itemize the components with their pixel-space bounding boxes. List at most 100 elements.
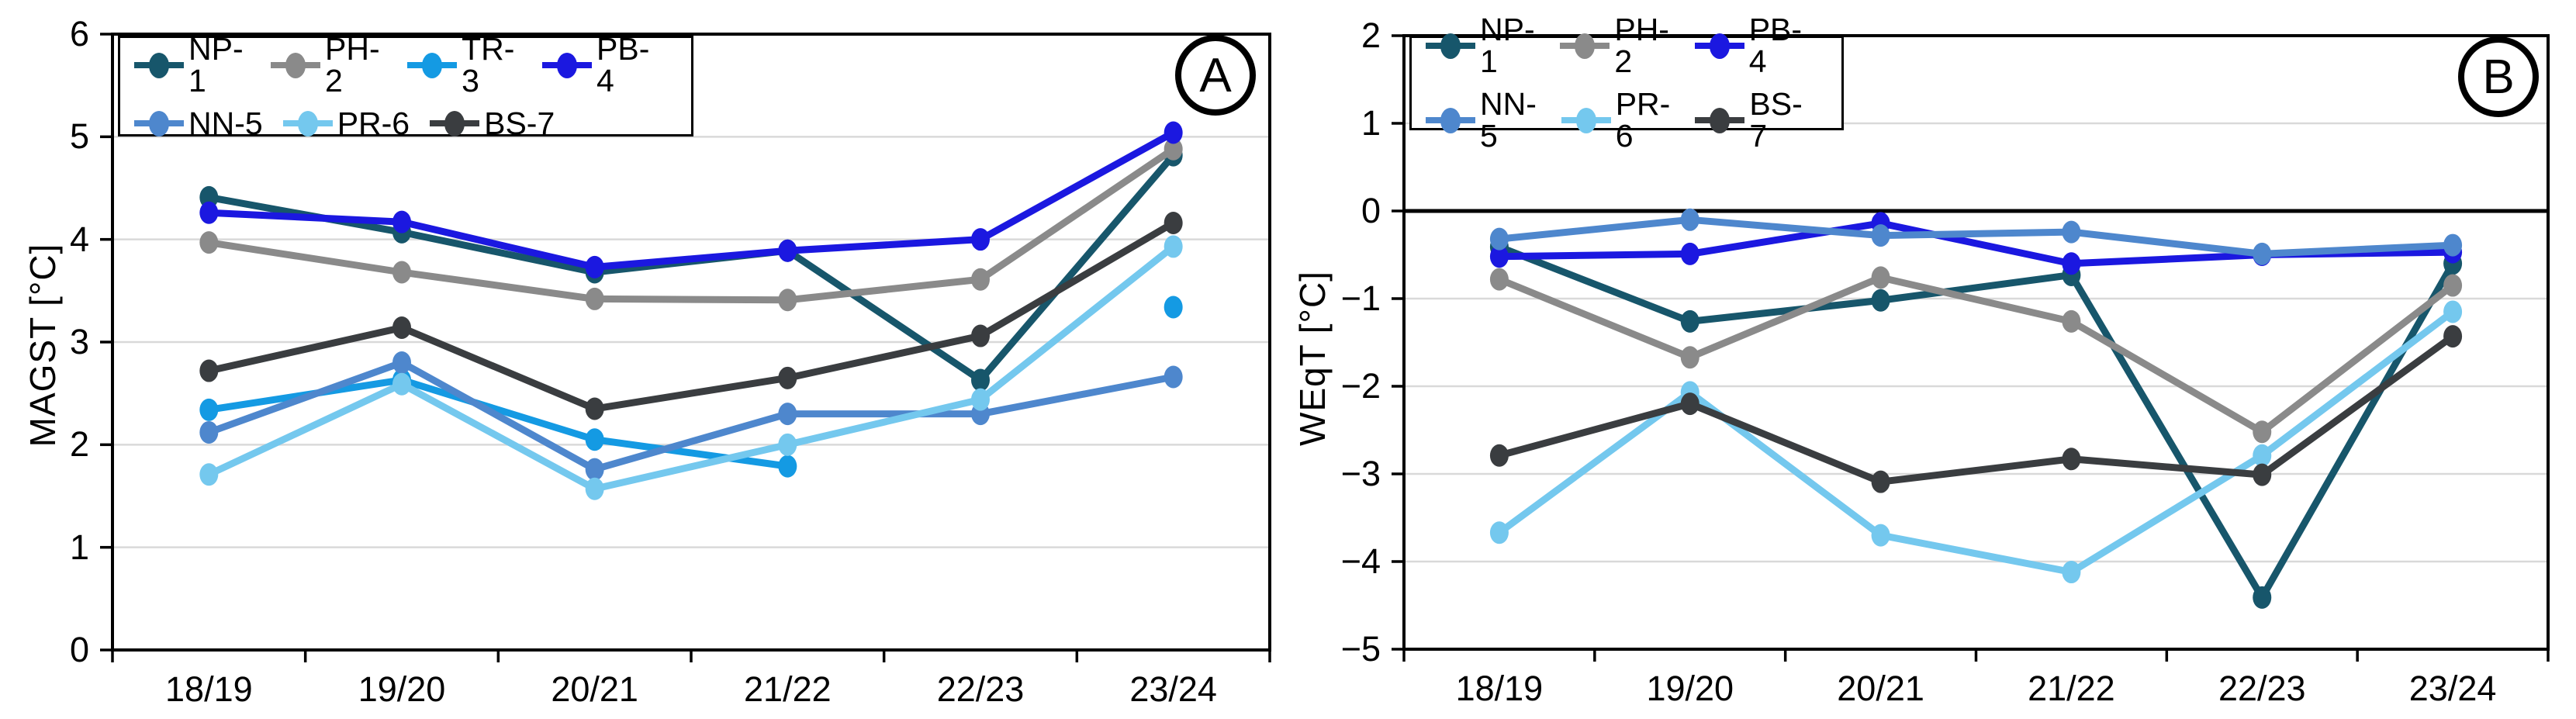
- data-point-NP-1: [1680, 309, 1699, 333]
- data-point-NN-5: [1680, 208, 1699, 231]
- legend-label: PH-2: [1614, 12, 1669, 79]
- legend-item-PB-4: PB-4: [1694, 12, 1807, 79]
- legend-chart-a: NP-1 PH-2 TR-3 PB-4 NN-5 PR-6 BS-7: [118, 33, 693, 141]
- data-point-PR-6: [1164, 235, 1183, 258]
- y-tick-label: 1: [69, 527, 89, 567]
- x-tick-label: 19/20: [1646, 669, 1734, 708]
- legend-row: NN-5 PR-6 BS-7: [134, 105, 677, 141]
- data-point-PB-4: [1164, 121, 1183, 144]
- legend-marker-icon: [1560, 33, 1610, 59]
- legend-label: NP-1: [1480, 12, 1535, 79]
- data-point-PB-4: [585, 255, 604, 278]
- data-point-PB-4: [199, 201, 219, 224]
- x-tick-label: 20/21: [551, 669, 638, 709]
- data-point-TR-3: [1164, 296, 1183, 319]
- data-point-TR-3: [199, 398, 219, 421]
- legend-marker-icon: [282, 110, 333, 137]
- data-point-BS-7: [971, 324, 990, 347]
- data-point-PB-4: [1680, 242, 1699, 265]
- data-point-PH-2: [1164, 137, 1183, 161]
- legend-row: NP-1 PH-2 TR-3 PB-4: [134, 33, 677, 97]
- legend-label: PR-6: [337, 105, 410, 141]
- legend-item-PH-2: PH-2: [271, 33, 387, 97]
- data-point-BS-7: [1164, 211, 1183, 234]
- legend-label: NP-1: [188, 30, 244, 99]
- data-point-TR-3: [778, 455, 797, 478]
- y-tick-label: −2: [1340, 366, 1381, 406]
- data-point-BS-7: [2253, 463, 2272, 486]
- legend-marker-icon: [542, 52, 593, 78]
- y-tick-label: 4: [69, 219, 89, 259]
- data-point-PR-6: [199, 463, 219, 486]
- series-line-NP-1: [1495, 243, 2457, 601]
- data-point-PR-6: [585, 477, 604, 500]
- data-point-NP-1: [199, 185, 219, 209]
- data-point-NN-5: [1164, 365, 1183, 389]
- data-point-BS-7: [392, 316, 411, 339]
- data-point-PH-2: [1680, 346, 1699, 369]
- y-tick-label: −4: [1340, 541, 1381, 581]
- data-point-BS-7: [2062, 448, 2081, 471]
- y-tick-label: 2: [1361, 16, 1381, 55]
- legend-item-BS-7: BS-7: [430, 107, 555, 140]
- x-tick-label: 18/19: [165, 669, 253, 709]
- legend-item-PR-6: PR-6: [1561, 88, 1675, 152]
- data-point-PR-6: [392, 372, 411, 396]
- legend-item-NP-1: NP-1: [1426, 14, 1540, 78]
- data-point-PH-2: [1871, 266, 1890, 289]
- x-tick-label: 18/19: [1455, 669, 1544, 708]
- legend-item-NN-5: NN-5: [134, 107, 263, 140]
- data-point-PB-4: [971, 228, 990, 251]
- data-point-BS-7: [1489, 444, 1509, 467]
- data-point-NN-5: [2062, 220, 2081, 244]
- data-point-BS-7: [199, 359, 219, 382]
- panel-badge-b: B: [2458, 36, 2539, 117]
- x-tick-label: 19/20: [358, 669, 446, 709]
- panel-badge-a: A: [1175, 35, 1256, 116]
- legend-item-PB-4: PB-4: [542, 33, 657, 97]
- data-point-PH-2: [778, 289, 797, 312]
- x-tick-label: 21/22: [2028, 669, 2115, 708]
- x-tick-label: 20/21: [1837, 669, 1924, 708]
- legend-marker-icon: [1426, 107, 1475, 133]
- data-point-PB-4: [778, 239, 797, 262]
- data-point-PR-6: [971, 388, 990, 411]
- data-point-NN-5: [1871, 224, 1890, 247]
- series-line-PH-2: [205, 145, 1177, 304]
- y-tick-label: −1: [1340, 278, 1381, 318]
- y-tick-label: 0: [69, 630, 89, 669]
- data-point-PH-2: [2253, 420, 2272, 444]
- data-point-BS-7: [2443, 325, 2463, 348]
- data-point-PH-2: [585, 287, 604, 310]
- data-point-NP-1: [2253, 586, 2272, 609]
- data-point-PR-6: [2253, 444, 2272, 467]
- x-tick-label: 23/24: [2408, 669, 2497, 708]
- legend-item-TR-3: TR-3: [407, 33, 522, 97]
- legend-label: PB-4: [1748, 12, 1803, 79]
- data-point-PB-4: [392, 210, 411, 233]
- data-point-BS-7: [1680, 392, 1699, 416]
- data-point-PR-6: [1489, 521, 1509, 544]
- x-tick-label: 22/23: [936, 669, 1025, 709]
- data-point-NN-5: [1489, 227, 1509, 251]
- series-line-PB-4: [205, 129, 1177, 271]
- series-line-PH-2: [1495, 274, 2457, 436]
- data-point-PH-2: [971, 268, 990, 291]
- data-point-BS-7: [1871, 470, 1890, 493]
- data-point-PH-2: [392, 261, 411, 284]
- data-point-NN-5: [585, 458, 604, 481]
- data-point-PR-6: [778, 433, 797, 456]
- y-tick-label: 5: [69, 116, 89, 157]
- data-point-PB-4: [2062, 252, 2081, 275]
- legend-item-NP-1: NP-1: [134, 33, 251, 97]
- series-line-PB-4: [1495, 220, 2457, 268]
- series-line-PR-6: [205, 243, 1177, 493]
- legend-marker-icon: [1426, 33, 1475, 59]
- legend-row: NP-1 PH-2 PB-4: [1426, 14, 1827, 78]
- data-point-PH-2: [199, 231, 219, 254]
- data-point-PR-6: [1871, 524, 1890, 547]
- data-point-PR-6: [2062, 561, 2081, 584]
- data-point-NP-1: [1871, 289, 1890, 312]
- legend-label: PR-6: [1615, 86, 1671, 154]
- legend-marker-icon: [1694, 33, 1744, 59]
